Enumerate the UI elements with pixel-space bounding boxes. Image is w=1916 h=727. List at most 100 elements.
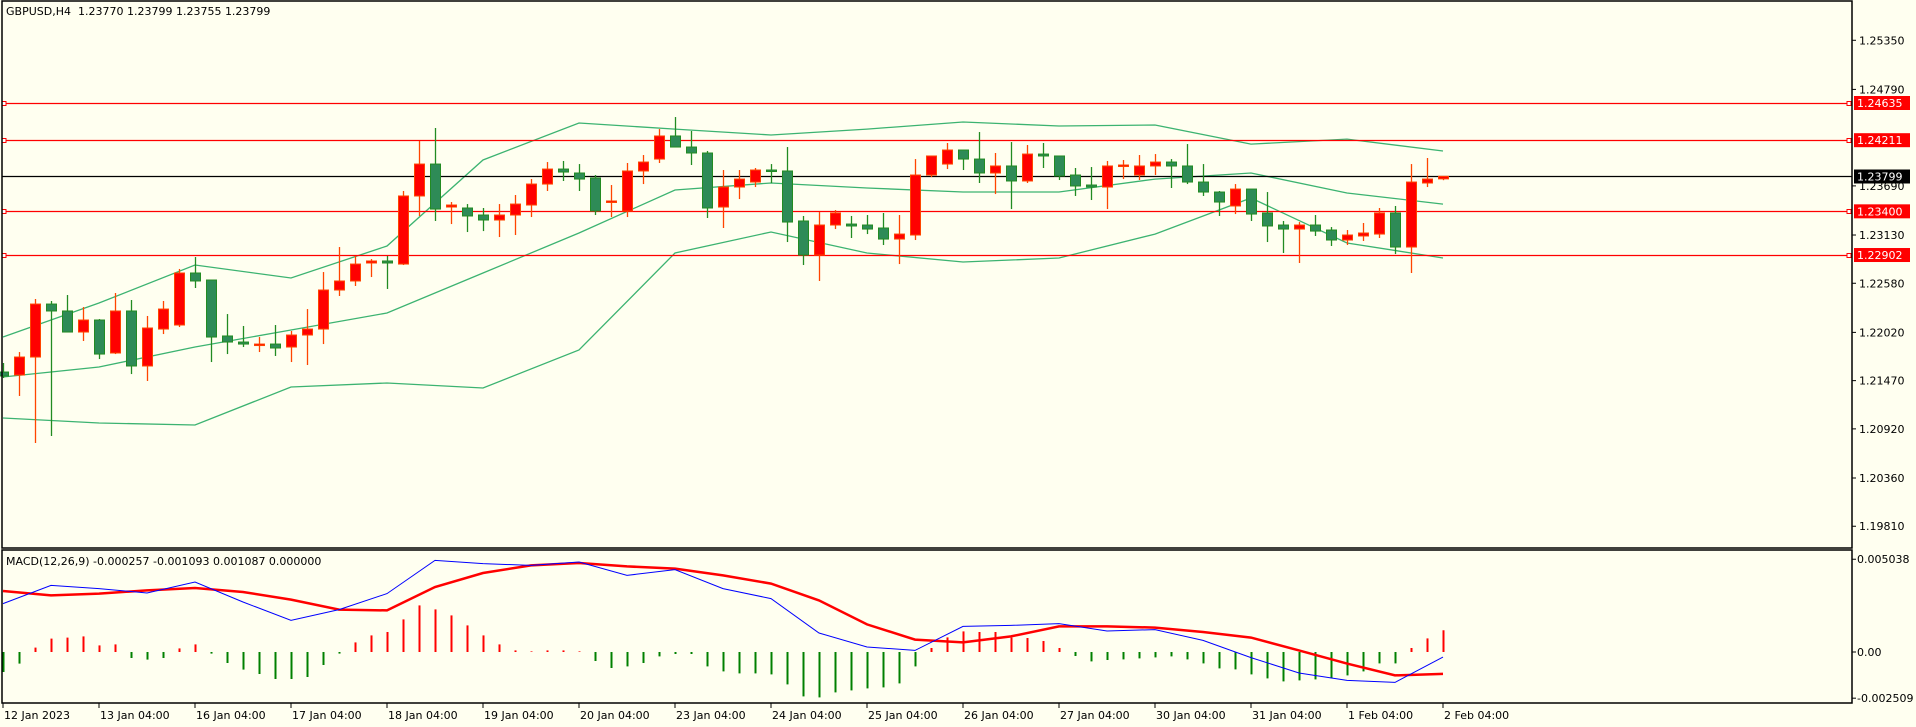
bullish-candle (1374, 208, 1385, 238)
bullish-candle (14, 352, 25, 396)
bullish-candle (814, 212, 825, 281)
bearish-candle (590, 175, 601, 216)
candle-body (942, 149, 953, 165)
bearish-candle (1086, 167, 1097, 201)
candle-body (750, 169, 761, 183)
level-price-label: 1.23400 (1857, 205, 1903, 218)
price-axis-label: 1.24790 (1859, 83, 1905, 96)
candle-body (350, 263, 361, 282)
candle-body (1118, 164, 1129, 168)
bullish-candle (1342, 230, 1353, 246)
candle-body (638, 161, 649, 172)
bearish-candle (238, 325, 249, 348)
bullish-candle (830, 210, 841, 230)
bullish-candle (750, 168, 761, 188)
candle-body (286, 334, 297, 348)
candle-body (1262, 212, 1273, 227)
bearish-candle (798, 215, 809, 266)
bearish-candle (878, 213, 889, 246)
bullish-candle (1438, 175, 1449, 181)
time-axis-label: 24 Jan 04:00 (772, 709, 842, 722)
bullish-candle (366, 259, 377, 278)
candle-body (910, 174, 921, 236)
candle-body (1166, 161, 1177, 167)
level-line-handle (1846, 138, 1852, 143)
bearish-candle (974, 132, 985, 183)
bearish-candle (62, 295, 73, 333)
candle-body (718, 186, 729, 208)
price-axis-label: 1.20360 (1859, 472, 1905, 485)
candle-body (1342, 234, 1353, 241)
bearish-candle (430, 128, 441, 221)
level-price-tag (1854, 204, 1910, 219)
level-price-label: 1.24635 (1857, 97, 1903, 110)
candle-body (862, 224, 873, 230)
bearish-candle (222, 314, 233, 355)
bearish-candle (1246, 188, 1257, 221)
candle-body (1374, 212, 1385, 235)
bullish-candle (1102, 160, 1113, 210)
candle-body (430, 163, 441, 210)
candle-body (222, 335, 233, 343)
candle-body (270, 343, 281, 349)
candle-body (238, 341, 249, 345)
candle-body (1294, 224, 1305, 230)
bullish-candle (926, 155, 937, 178)
bullish-candle (110, 293, 121, 355)
bearish-candle (46, 300, 57, 436)
time-axis-label: 12 Jan 2023 (4, 709, 70, 722)
level-price-label: 1.22902 (1857, 249, 1903, 262)
bearish-candle (1198, 164, 1209, 196)
candle-body (686, 146, 697, 154)
bullish-candle (398, 190, 409, 266)
level-price-label: 1.24211 (1857, 134, 1903, 147)
bullish-candle (1230, 184, 1241, 215)
candle-body (478, 214, 489, 221)
candle-body (158, 308, 169, 330)
bearish-candle (766, 164, 777, 183)
bullish-candle (1406, 164, 1417, 273)
bearish-candle (94, 319, 105, 360)
time-axis-label: 31 Jan 04:00 (1252, 709, 1322, 722)
candle-body (606, 200, 617, 203)
bullish-candle (30, 298, 41, 443)
bullish-candle (318, 272, 329, 345)
candle-body (1070, 174, 1081, 187)
bullish-candle (446, 202, 457, 225)
bearish-candle (1166, 159, 1177, 188)
bullish-candle (606, 185, 617, 218)
candle-body (990, 165, 1001, 174)
bearish-candle (0, 363, 9, 378)
time-axis-label: 1 Feb 04:00 (1348, 709, 1413, 722)
macd-main-line (2, 559, 1444, 683)
price-axis-label: 1.23130 (1859, 229, 1905, 242)
candle-body (622, 170, 633, 212)
candle-body (766, 169, 777, 173)
candle-body (542, 168, 553, 185)
candle-body (1438, 175, 1449, 180)
bullish-candle (174, 268, 185, 328)
candle-body (926, 155, 937, 176)
candle-body (46, 303, 57, 312)
candle-body (414, 163, 425, 197)
candle-body (462, 207, 473, 217)
bearish-candle (462, 204, 473, 233)
candle-body (878, 227, 889, 240)
candle-body (1022, 153, 1033, 182)
bearish-candle (1070, 168, 1081, 196)
candle-body (126, 310, 137, 367)
candle-body (1038, 153, 1049, 157)
bullish-candle (734, 170, 745, 200)
level-price-tag (1854, 96, 1910, 110)
bearish-candle (206, 279, 217, 363)
candle-body (734, 178, 745, 188)
candle-body (142, 327, 153, 367)
bearish-candle (862, 215, 873, 235)
bollinger-upper-band (2, 121, 1444, 338)
candle-body (1086, 184, 1097, 188)
bid-price-tag (1854, 169, 1910, 184)
bearish-candle (846, 215, 857, 238)
candle-body (318, 289, 329, 330)
candle-body (654, 135, 665, 160)
